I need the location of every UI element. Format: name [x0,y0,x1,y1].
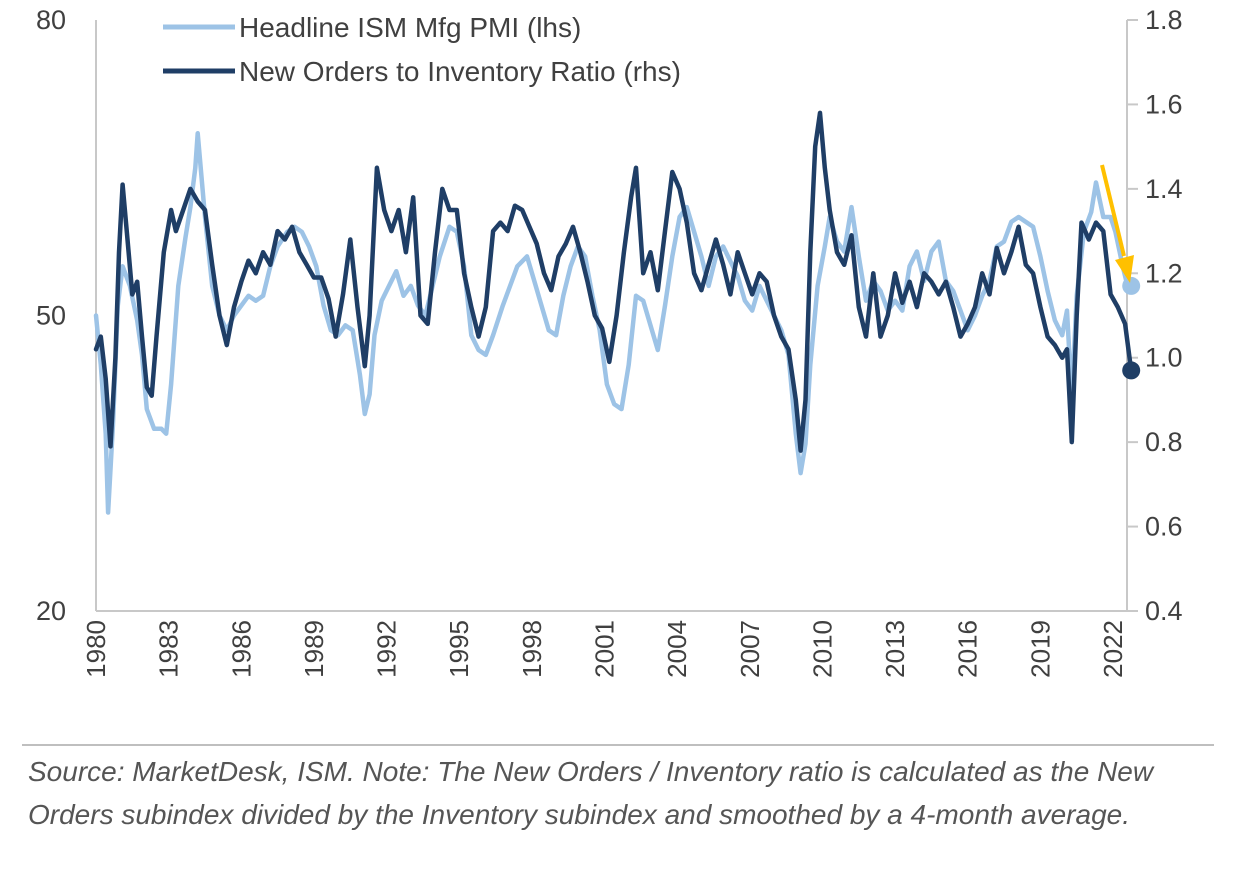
x-tick-label: 2022 [1098,620,1128,678]
x-tick-label: 2004 [662,620,692,678]
series-ratio-line-group [93,110,1141,453]
x-tick-label: 2019 [1025,620,1055,678]
left-tick-label: 20 [36,596,66,626]
left-tick-label: 50 [36,301,66,331]
series-layer [93,110,1141,515]
right-axis-ticks: 1.8 1.6 1.4 1.2 1.0 0.8 0.6 0.4 [1127,5,1183,626]
x-tick-label: 1986 [226,620,256,678]
right-tick-label: 1.6 [1145,89,1183,119]
left-tick-label: 80 [36,5,66,35]
x-tick-label: 1995 [444,620,474,678]
right-tick-label: 1.0 [1145,343,1183,373]
x-tick-label: 1989 [299,620,329,678]
series-pmi-line-group [93,131,1141,515]
x-tick-label: 2001 [590,620,620,678]
series-pmi-end-marker [1122,276,1141,295]
legend: Headline ISM Mfg PMI (lhs) New Orders to… [163,12,681,87]
right-tick-label: 0.4 [1145,596,1183,626]
x-tick-label: 1992 [372,620,402,678]
right-tick-label: 1.8 [1145,5,1183,35]
legend-label-pmi: Headline ISM Mfg PMI (lhs) [239,12,581,43]
x-tick-label: 2010 [807,620,837,678]
arrow-head [1115,255,1134,283]
x-tick-label: 2007 [735,620,765,678]
left-axis-ticks: 80 50 20 [36,5,66,626]
series-ratio-end-marker [1122,361,1141,380]
right-tick-label: 0.8 [1145,427,1183,457]
arrow-shaft [1100,164,1126,257]
x-tick-label: 1983 [154,620,184,678]
right-tick-label: 1.2 [1145,258,1183,288]
right-tick-label: 0.6 [1145,512,1183,542]
trend-arrow-icon [1100,164,1134,283]
divider [22,744,1214,746]
x-tick-label: 2013 [880,620,910,678]
x-tick-label: 1998 [517,620,547,678]
source-note: Source: MarketDesk, ISM. Note: The New O… [28,756,1154,830]
right-tick-label: 1.4 [1145,174,1183,204]
x-axis-ticks: 1980 1983 1986 1989 1992 1995 1998 2001 2004 2007… [81,620,1128,678]
x-tick-label: 2016 [953,620,983,678]
legend-label-ratio: New Orders to Inventory Ratio (rhs) [239,56,681,87]
chart-svg: 80 50 20 1.8 1.6 1.4 1.2 1.0 0.8 0.6 0.4 1980 1983… [36,5,1183,678]
x-tick-label: 1980 [81,620,111,678]
